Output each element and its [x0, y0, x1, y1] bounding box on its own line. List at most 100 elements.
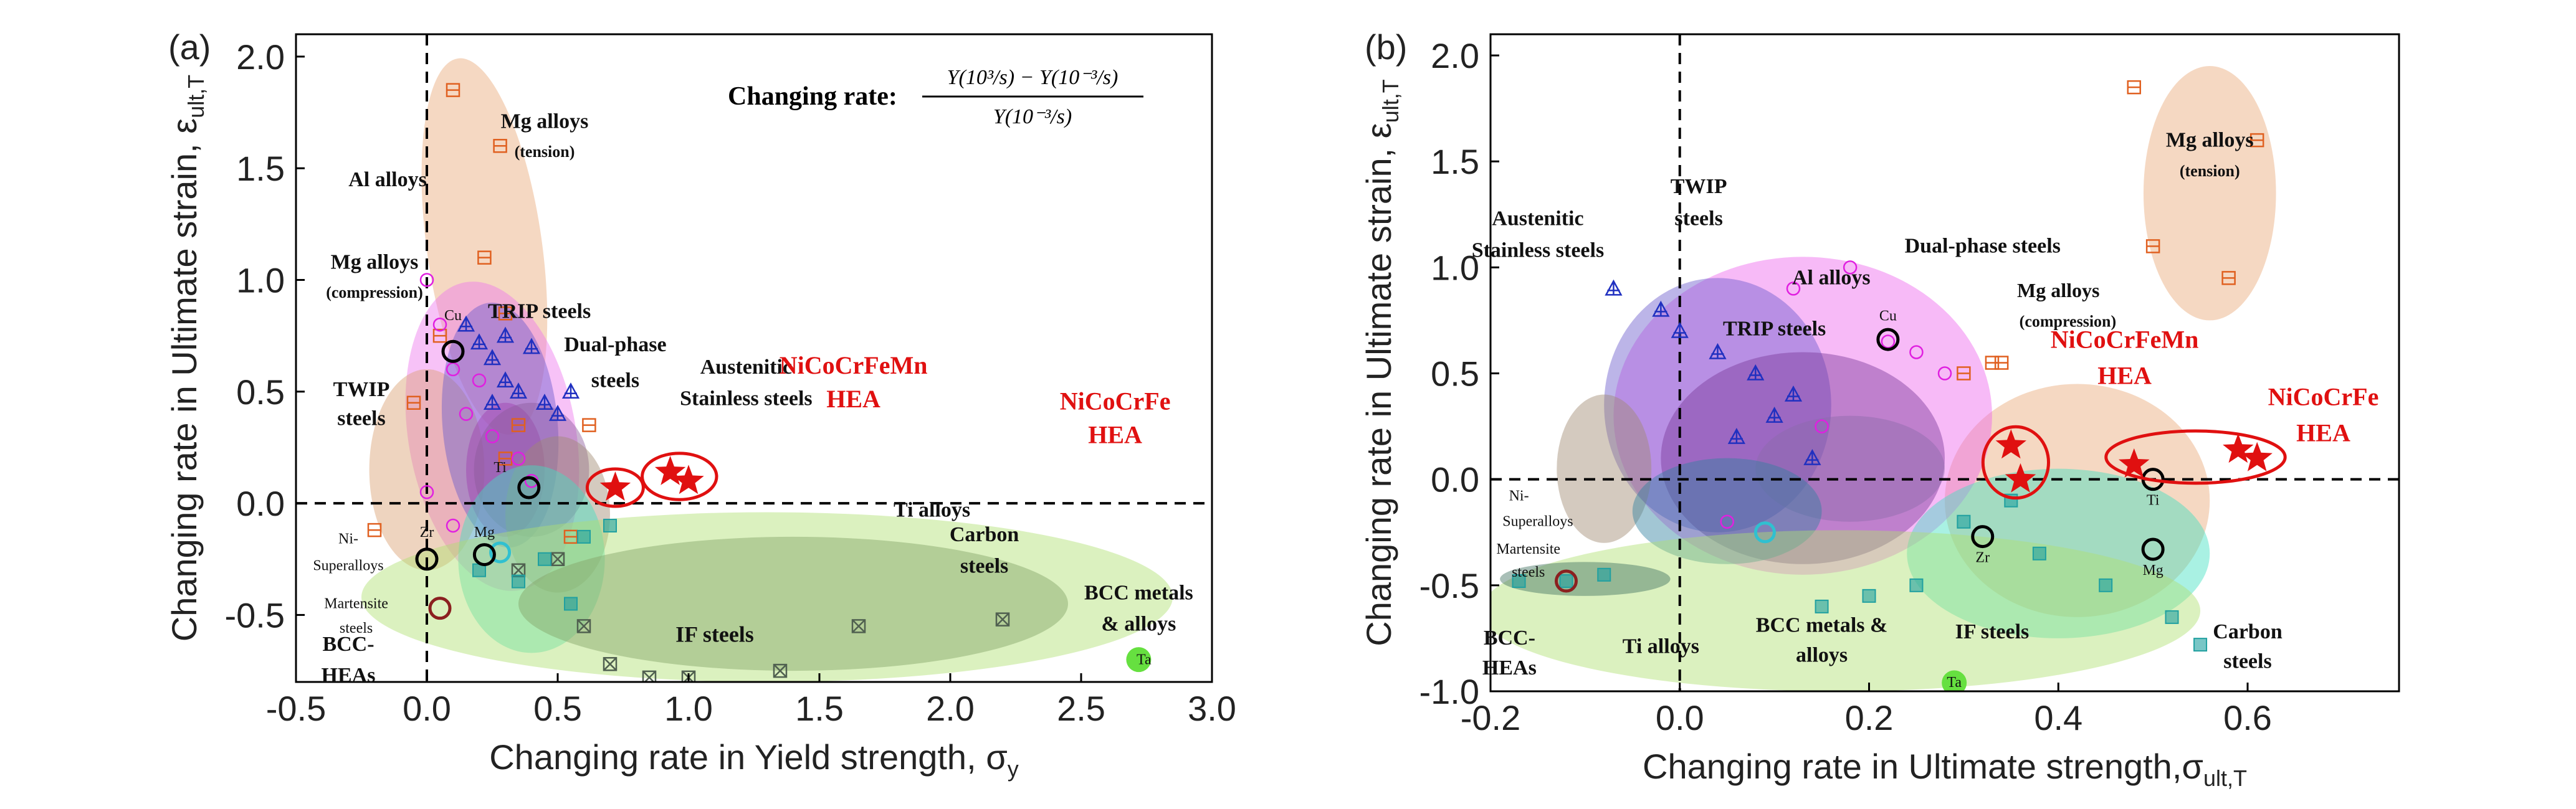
region-trip-steels: [1604, 278, 1831, 532]
annotation-label: Mg alloys: [2166, 128, 2254, 151]
highlight-zr: [1971, 525, 1995, 549]
y-axis-title: Changing rate in Ultimate strain, εult,T: [1359, 79, 1403, 646]
x-tick-label: 3.0: [1188, 689, 1236, 728]
panel-b: -0.2 0.0 0.2 0.4 0.6 -1.0 -0.5 0.0 0.5 1.0 1.5 2.0 C…: [1359, 27, 2400, 791]
panel-label: (b): [1365, 27, 1407, 67]
point-mg-alloys-compression: [459, 407, 474, 421]
region-if-steels: [518, 536, 1068, 671]
annotation-label: Ti alloys: [1623, 635, 1699, 658]
point-mg-alloys: [498, 306, 513, 321]
point-bcc-metals-alloys: [576, 619, 591, 633]
annotation-label: IF steels: [675, 622, 754, 646]
point-trip-steels: [1671, 321, 1689, 338]
y-axis-title-main: Changing rate in Ultimate strain, ε: [1359, 123, 1398, 646]
annotation-label: Superalloys: [313, 558, 383, 574]
point-mg-alloys-compression: [472, 373, 487, 388]
point-bcc-metals-alloys: [1862, 589, 1876, 603]
x-tick-label: 0.0: [1656, 698, 1704, 737]
annotation-label: Zr: [420, 524, 434, 541]
annotation-label: HEA: [2097, 362, 2152, 390]
annotation-label: Zr: [1975, 549, 1990, 565]
point-trip-steels: [548, 405, 567, 421]
annotation-label: BCC metals: [1084, 581, 1193, 604]
panel-label: (a): [168, 27, 211, 67]
axes-frame: [1489, 33, 2400, 693]
point-mg-alloys: [446, 83, 460, 97]
point-mg-alloys: [406, 395, 421, 410]
annotation-label: Ni-: [338, 531, 358, 547]
highlight-cu: [441, 339, 465, 363]
point-mg-alloys: [493, 139, 507, 153]
annotation-label: steels: [2223, 650, 2271, 673]
point-carbon-steels: [564, 597, 578, 611]
annotation-label: Ti alloys: [894, 499, 970, 522]
annotation-label: Austenitic: [700, 356, 792, 379]
point-trip-steels: [483, 394, 502, 410]
annotation-label: Mg alloys: [501, 110, 589, 133]
annotation-label: Dual-phase: [564, 333, 666, 356]
x-axis-title-main: Changing rate in Ultimate strength,σ: [1643, 747, 2203, 786]
annotation-label: steels: [337, 407, 385, 430]
hea-star-nicocrfe-hea: [2223, 433, 2254, 463]
annotation-label: Al alloys: [1792, 267, 1871, 290]
point-mg-alloys: [2145, 239, 2160, 253]
x-axis-title: Changing rate in Yield strength, σy: [489, 737, 1019, 782]
annotation-label: & alloys: [1101, 613, 1176, 636]
point-bcc-metals-alloys: [1512, 574, 1526, 589]
annotation-label: steels: [960, 554, 1008, 577]
point-carbon-steels: [603, 518, 617, 532]
point-bcc-metals-alloys: [1559, 574, 1573, 589]
hea-ring-nicocrfe-hea: [2104, 429, 2287, 485]
point-carbon-steels: [512, 574, 525, 589]
x-tick-label: 1.5: [795, 689, 844, 728]
y-tick-label: 0.5: [1431, 354, 1479, 394]
point-trip-steels: [1605, 279, 1623, 296]
x-axis-title-sub: ult,T: [2203, 765, 2247, 791]
annotation-label: Mg: [474, 524, 495, 541]
point-trip-steels: [470, 333, 489, 350]
annotation-label: HEA: [2296, 419, 2350, 447]
point-mg-alloys: [2249, 133, 2264, 148]
point-carbon-steels: [2193, 638, 2208, 652]
region-carbon-steels: [1907, 468, 2210, 638]
x-axis-title-sub: y: [1008, 756, 1019, 782]
point-bcc-metals-alloys: [1815, 599, 1829, 613]
annotation-label: Dual-phase steels: [1905, 235, 2061, 258]
plot-area: [296, 34, 1212, 682]
point-trip-steels: [457, 315, 475, 332]
x-tick-label: 2.5: [1057, 689, 1105, 728]
point-mg-alloys: [511, 418, 526, 432]
annotation-label: BCC-: [322, 633, 374, 656]
y-tick-label: 1.0: [236, 260, 285, 300]
point-bcc-metals-alloys: [603, 657, 618, 671]
x-tick-label: 0.0: [403, 689, 451, 728]
annotation-label: Cu: [444, 308, 462, 324]
point-mg-alloys: [432, 328, 447, 343]
point-mg-alloys: [582, 418, 596, 432]
y-tick-label: 0.0: [236, 484, 285, 523]
annotation-label: Al alloys: [348, 168, 427, 191]
point-trip-steels: [1784, 385, 1803, 402]
point-trip-steels: [1803, 449, 1821, 465]
y-tick-label: -0.5: [1419, 566, 1480, 605]
annotation-label: NiCoCrFe: [2268, 383, 2379, 411]
y-tick-label: 2.0: [1431, 36, 1479, 75]
point-trip-steels: [535, 394, 554, 410]
point-trip-steels: [1709, 343, 1727, 359]
y-tick-label: 2.0: [236, 37, 285, 77]
ta-point: [1126, 647, 1152, 673]
hea-star-nicocrfemn-hea: [2005, 463, 2036, 493]
annotation-label: Ti: [494, 460, 507, 476]
y-tick-label: 0.5: [236, 372, 285, 412]
point-trip-steels: [496, 371, 515, 388]
region-mg-alloys-tension: [2143, 66, 2276, 321]
highlight-ti: [517, 476, 541, 499]
hea-ring-nicocrfe-hea: [641, 452, 718, 501]
hea-star-nicocrfe-hea: [2119, 448, 2150, 478]
point-mg-alloys-compression: [485, 429, 500, 443]
annotation-label: Ti: [2147, 493, 2160, 509]
y-axis-title: Changing rate in Ultimate strain, εult,T: [165, 75, 209, 641]
point-mg-alloys: [477, 250, 492, 265]
annotation-label: NiCoCrFe: [1060, 387, 1171, 415]
annotation-label: Stainless steels: [1472, 239, 1605, 262]
